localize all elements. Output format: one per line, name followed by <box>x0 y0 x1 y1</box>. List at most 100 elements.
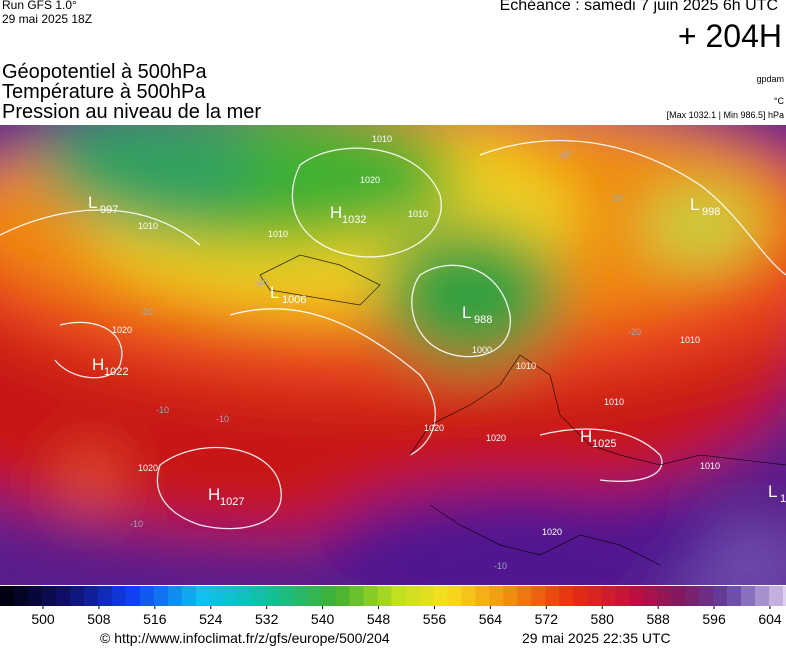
color-swatch <box>181 586 197 606</box>
color-swatch <box>69 586 85 606</box>
color-swatch <box>125 586 141 606</box>
color-swatch <box>433 586 448 606</box>
pressure-center: L <box>462 303 471 322</box>
color-swatch <box>349 586 364 606</box>
isobar-label: 1010 <box>604 397 624 407</box>
temperature-label: -10 <box>494 561 507 571</box>
isobar-label: 1010 <box>372 134 392 144</box>
color-swatch <box>545 586 560 606</box>
color-swatch <box>335 586 351 606</box>
color-swatch <box>391 586 406 606</box>
isobar-label: 1010 <box>138 221 158 231</box>
color-swatch <box>685 586 700 606</box>
isobar-label: 1020 <box>542 527 562 537</box>
color-swatch <box>83 586 99 606</box>
temperature-label: -20 <box>558 149 571 159</box>
color-swatch <box>251 586 267 606</box>
color-swatch <box>41 586 57 606</box>
colorbar-label: 564 <box>479 611 503 627</box>
color-swatch <box>754 586 770 606</box>
colorbar-label: 524 <box>199 611 223 627</box>
colorbar-label: 540 <box>311 611 335 627</box>
color-swatch <box>13 586 29 606</box>
color-swatch <box>461 586 476 606</box>
color-swatch <box>27 586 43 606</box>
color-swatch <box>55 586 71 606</box>
isobar-label: 1010 <box>516 361 536 371</box>
isobar-label: 1020 <box>424 423 444 433</box>
color-swatch <box>167 586 183 606</box>
temperature-label: -10 <box>130 519 143 529</box>
pressure-value: 1027 <box>220 496 244 508</box>
colorbar-label: 508 <box>87 611 111 627</box>
footer-date: 29 mai 2025 22:35 UTC <box>522 630 671 646</box>
pressure-center: L <box>768 482 777 501</box>
temperature-label: -20 <box>610 193 623 203</box>
field: Température à 500hPa <box>2 81 206 103</box>
valid-time: Echéance : samedi 7 juin 2025 6h UTC <box>499 0 778 14</box>
colorbar-label: 572 <box>535 611 559 627</box>
color-swatch <box>223 586 239 606</box>
color-swatch <box>111 586 127 606</box>
isobar-label: 1010 <box>268 229 288 239</box>
isobar-label: 1010 <box>700 461 720 471</box>
color-swatch <box>97 586 113 606</box>
temperature-label: -20 <box>140 307 153 317</box>
color-swatch <box>671 586 686 606</box>
color-swatch <box>601 586 616 606</box>
color-swatch <box>405 586 420 606</box>
isobar-label: 1020 <box>138 463 158 473</box>
pressure-center: H <box>208 485 220 504</box>
isobar-label: 1020 <box>360 175 380 185</box>
run: Run GFS 1.0° <box>2 0 77 12</box>
run-date: 29 mai 2025 18Z <box>2 12 93 26</box>
pressure-center: H <box>580 427 592 446</box>
color-swatch <box>489 586 504 606</box>
pressure-value: 1006 <box>282 294 306 306</box>
temperature-label: -20 <box>255 277 268 287</box>
field: Pression au niveau de la mer <box>2 101 262 123</box>
isobar-label: 1020 <box>486 433 506 443</box>
isobar-label: 1020 <box>112 325 132 335</box>
colorbar-label: 548 <box>367 611 391 627</box>
temperature-label: -10 <box>216 414 229 424</box>
pressure-value: 998 <box>702 206 720 218</box>
pressure-value: 1025 <box>592 438 616 450</box>
pressure-value: 997 <box>100 204 118 216</box>
color-swatch <box>321 586 337 606</box>
pressure-center: L <box>270 283 279 302</box>
color-swatch <box>699 586 714 606</box>
isobar-label: 1010 <box>408 209 428 219</box>
pressure-center: H <box>330 203 342 222</box>
colorbar-label: 604 <box>758 611 782 627</box>
color-swatch <box>713 586 728 606</box>
color-swatch <box>559 586 574 606</box>
pressure-center: L <box>88 193 97 212</box>
color-swatch <box>139 586 155 606</box>
color-swatch <box>657 586 672 606</box>
colorbar-label: 596 <box>702 611 726 627</box>
color-swatch <box>782 586 786 606</box>
pressure-value: 1 <box>780 493 786 505</box>
color-swatch <box>740 586 756 606</box>
colorbar-label: 500 <box>31 611 55 627</box>
color-swatch <box>363 586 378 606</box>
color-swatch <box>293 586 309 606</box>
isobar-label: 1000 <box>472 345 492 355</box>
color-swatch <box>643 586 658 606</box>
colorbar-label: 516 <box>143 611 167 627</box>
temperature-label: -20 <box>628 327 641 337</box>
colorbar-label: 556 <box>423 611 447 627</box>
pressure-value: 1022 <box>104 366 128 378</box>
footer-url: © http://www.infoclimat.fr/z/gfs/europe/… <box>100 630 390 646</box>
color-swatch <box>531 586 546 606</box>
colorbar: 500 508 516 524 532 540 548 556 564 572 580 588 596 6… <box>0 586 786 627</box>
unit: [Max 1032.1 | Min 986.5] hPa <box>666 110 784 120</box>
color-swatch <box>573 586 588 606</box>
isobar-label: 1010 <box>680 335 700 345</box>
colorbar-label: 588 <box>646 611 670 627</box>
color-swatch <box>587 586 602 606</box>
unit: °C <box>773 96 784 106</box>
